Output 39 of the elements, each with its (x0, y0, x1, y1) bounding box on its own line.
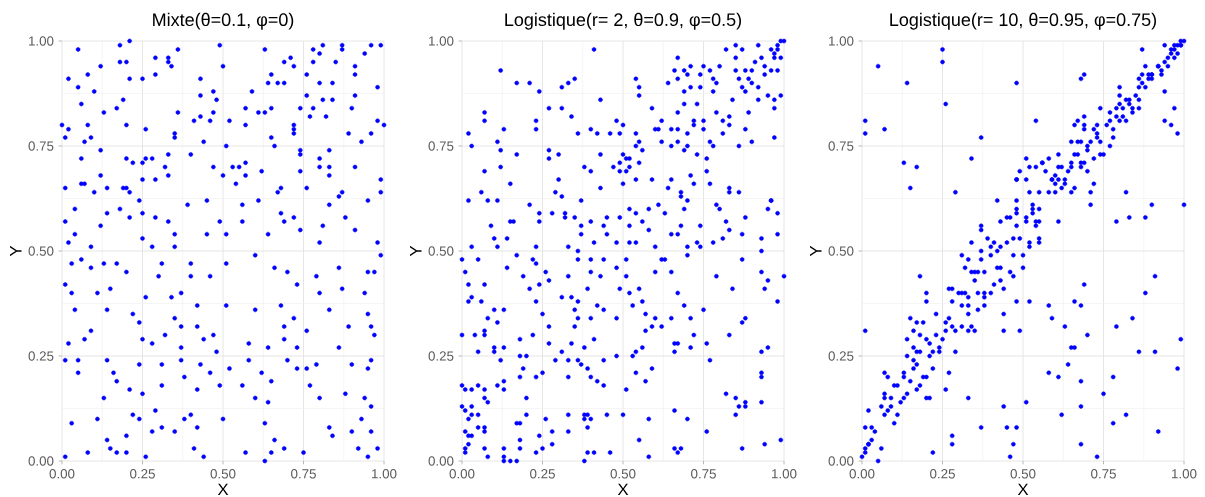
y-tick-label: 0.00 (28, 456, 54, 466)
x-tick-label: 0.00 (449, 469, 475, 479)
y-tick-label: 0.75 (28, 141, 54, 151)
y-tick-label: 0.50 (428, 246, 454, 256)
x-tick-label: 0.50 (610, 469, 636, 479)
x-axis-title: X (617, 483, 629, 496)
x-tick-label: 0.00 (49, 469, 75, 479)
chart-title: Logistique(r= 2, θ=0.9, φ=0.5) (505, 12, 742, 30)
x-tick-label: 0.00 (849, 469, 875, 479)
y-tick-label: 1.00 (829, 36, 854, 46)
y-tick-label: 0.25 (28, 351, 54, 361)
x-tick-label: 1.00 (1172, 469, 1197, 479)
x-tick-label: 1.00 (372, 469, 397, 479)
x-axis-title: X (1017, 483, 1029, 496)
y-tick-label: 0.75 (828, 141, 854, 151)
x-tick-label: 0.75 (1091, 469, 1116, 479)
x-tick-label: 0.50 (210, 469, 236, 479)
y-axis-title: Y (810, 245, 822, 257)
x-tick-label: 0.75 (691, 469, 716, 479)
y-tick-label: 1.00 (429, 36, 454, 46)
y-tick-label: 0.75 (428, 141, 454, 151)
y-tick-label: 1.00 (29, 36, 54, 46)
y-tick-label: 0.25 (428, 351, 454, 361)
chart-title: Logistique(r= 10, θ=0.95, φ=0.75) (890, 12, 1157, 30)
x-tick-label: 0.50 (1010, 469, 1036, 479)
y-tick-label: 0.50 (28, 246, 54, 256)
y-axis-title: Y (410, 245, 422, 257)
y-tick-label: 0.50 (828, 246, 854, 256)
y-axis-title: Y (10, 245, 22, 257)
y-tick-label: 0.00 (428, 456, 454, 466)
x-tick-label: 0.25 (930, 469, 955, 479)
x-tick-label: 0.75 (291, 469, 316, 479)
y-tick-label: 0.25 (828, 351, 854, 361)
x-axis-title: X (217, 483, 229, 496)
chart-title: Mixte(θ=0.1, φ=0) (153, 12, 294, 30)
x-tick-label: 1.00 (772, 469, 797, 479)
x-tick-label: 0.25 (130, 469, 155, 479)
y-tick-label: 0.00 (828, 456, 854, 466)
x-tick-label: 0.25 (530, 469, 555, 479)
